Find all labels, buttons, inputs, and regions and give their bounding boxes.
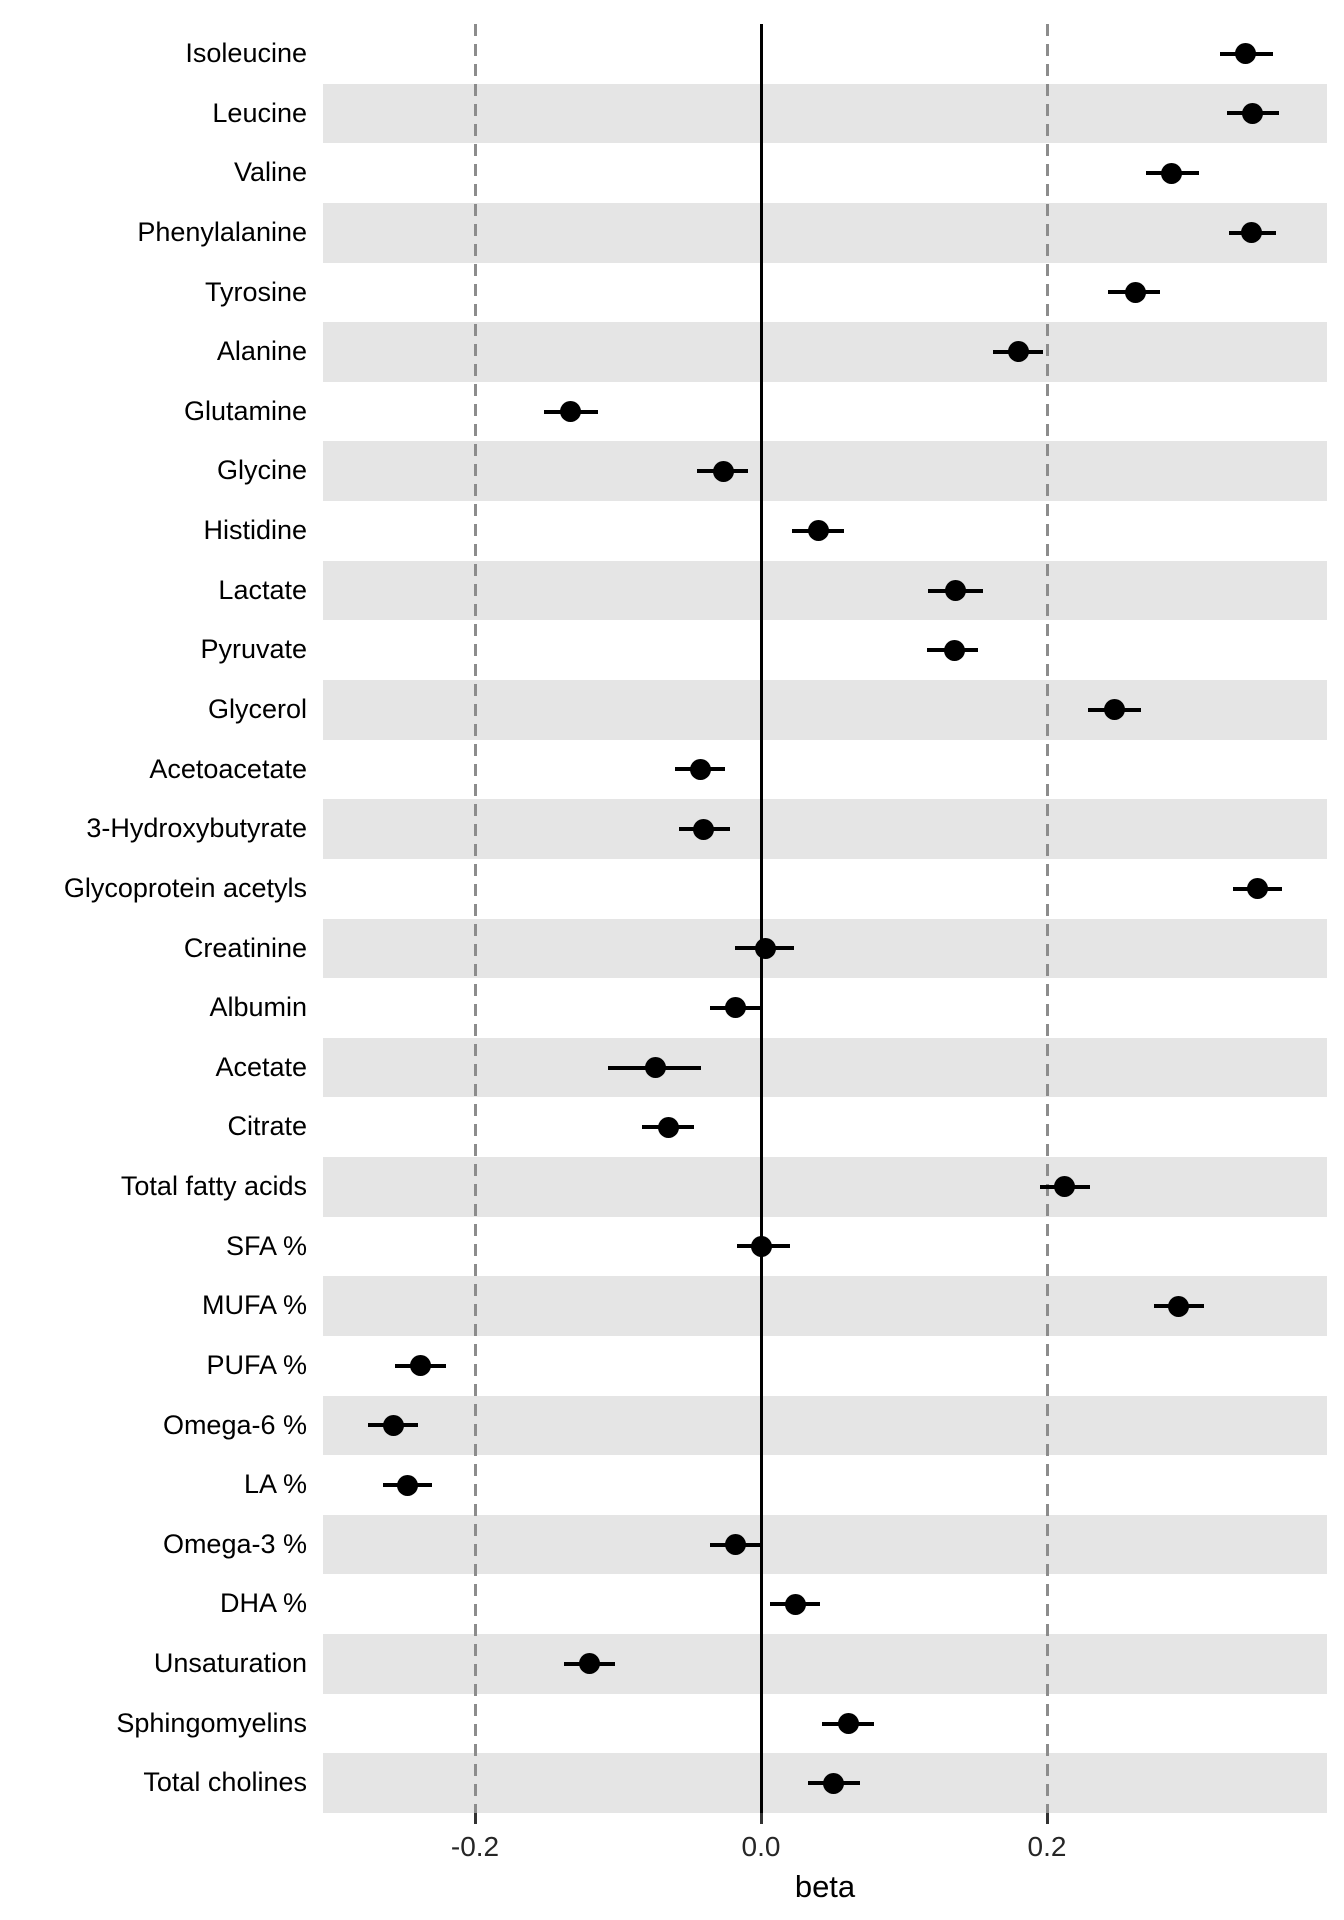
data-point	[382, 1414, 404, 1436]
row-band	[323, 202, 1327, 263]
plot-panel	[323, 24, 1327, 1813]
row-band	[323, 560, 1327, 621]
data-point	[724, 1534, 746, 1556]
category-label: Lactate	[218, 574, 307, 605]
category-label: SFA %	[225, 1230, 307, 1261]
data-point	[713, 460, 735, 482]
category-label: Citrate	[227, 1111, 307, 1142]
data-point	[657, 1116, 679, 1138]
row-band	[323, 1455, 1327, 1515]
data-point	[560, 401, 582, 423]
x-axis-tick-mark	[759, 1813, 763, 1824]
data-point	[1053, 1176, 1075, 1198]
row-band	[323, 918, 1327, 979]
data-point	[1007, 341, 1029, 363]
category-label: Leucine	[212, 97, 307, 128]
category-label: Glutamine	[183, 395, 307, 426]
row-band	[323, 1097, 1327, 1158]
data-point	[644, 1057, 666, 1079]
data-point	[1240, 222, 1262, 244]
row-band	[323, 381, 1327, 442]
data-point	[578, 1653, 600, 1675]
category-label: LA %	[243, 1469, 307, 1500]
row-band	[323, 1634, 1327, 1694]
zero-reference-line	[759, 24, 763, 1813]
data-point	[1235, 43, 1257, 65]
row-band	[323, 1037, 1327, 1098]
data-point	[1125, 281, 1147, 303]
row-band	[323, 679, 1327, 740]
category-label: Total fatty acids	[120, 1171, 307, 1202]
data-point	[784, 1593, 806, 1615]
category-label: Histidine	[203, 515, 307, 546]
data-point	[837, 1713, 859, 1735]
dashed-reference-line	[473, 24, 477, 1813]
category-label: Unsaturation	[153, 1648, 307, 1679]
row-band	[323, 620, 1327, 680]
row-band	[323, 322, 1327, 382]
data-point	[944, 580, 966, 602]
row-band	[323, 1216, 1327, 1277]
row-band	[323, 1395, 1327, 1456]
category-label: Glycerol	[207, 693, 307, 724]
data-point	[397, 1474, 419, 1496]
data-point	[807, 520, 829, 542]
row-band	[323, 1157, 1327, 1217]
data-point	[693, 818, 715, 840]
category-label: Acetate	[215, 1051, 307, 1082]
category-label: Isoleucine	[185, 38, 307, 68]
category-label: Acetoacetate	[149, 753, 307, 784]
row-band	[323, 24, 1327, 84]
category-label: 3-Hydroxybutyrate	[86, 813, 307, 844]
category-label: Valine	[233, 157, 307, 188]
category-label: Glycoprotein acetyls	[63, 872, 307, 903]
data-point	[1246, 878, 1268, 900]
category-label: Omega-6 %	[162, 1409, 307, 1440]
category-label: MUFA %	[201, 1290, 307, 1321]
category-label: Albumin	[209, 992, 307, 1023]
category-label: Tyrosine	[204, 276, 307, 307]
data-point	[724, 997, 746, 1019]
data-point	[1103, 699, 1125, 721]
category-labels-column: Isoleucine Leucine Valine Phenylalanine Tyro…	[0, 24, 307, 1813]
category-label: PUFA %	[206, 1349, 307, 1380]
row-band	[323, 799, 1327, 859]
row-band	[323, 441, 1327, 502]
data-point	[690, 758, 712, 780]
data-point	[943, 639, 965, 661]
category-label: Total cholines	[143, 1767, 307, 1798]
row-band	[323, 1335, 1327, 1396]
row-band	[323, 1574, 1327, 1635]
row-band	[323, 1514, 1327, 1575]
data-point	[823, 1772, 845, 1794]
category-label: Omega-3 %	[162, 1528, 307, 1559]
x-axis-tick-label: 0.2	[1027, 1831, 1067, 1862]
x-axis-tick-mark	[1045, 1813, 1049, 1824]
x-axis-tick-mark	[473, 1813, 477, 1824]
x-axis-title: beta	[794, 1869, 856, 1904]
data-point	[410, 1355, 432, 1377]
category-label: DHA %	[219, 1588, 307, 1619]
category-label: Phenylalanine	[137, 216, 307, 247]
row-band	[323, 739, 1327, 800]
row-band	[323, 978, 1327, 1038]
data-point	[1168, 1295, 1190, 1317]
data-point	[1242, 102, 1264, 124]
data-point	[750, 1235, 772, 1257]
data-point	[1160, 162, 1182, 184]
category-label: Glycine	[216, 455, 307, 486]
category-label: Creatinine	[183, 932, 307, 963]
category-label: Sphingomyelins	[116, 1707, 307, 1738]
dashed-reference-line	[1045, 24, 1049, 1813]
category-label: Pyruvate	[200, 634, 307, 665]
row-band	[323, 858, 1327, 919]
category-label: Alanine	[216, 336, 307, 367]
data-point	[754, 937, 776, 959]
x-axis-tick-label: -0.2	[450, 1831, 500, 1862]
row-band	[323, 83, 1327, 144]
x-axis-tick-label: 0.0	[741, 1831, 781, 1862]
